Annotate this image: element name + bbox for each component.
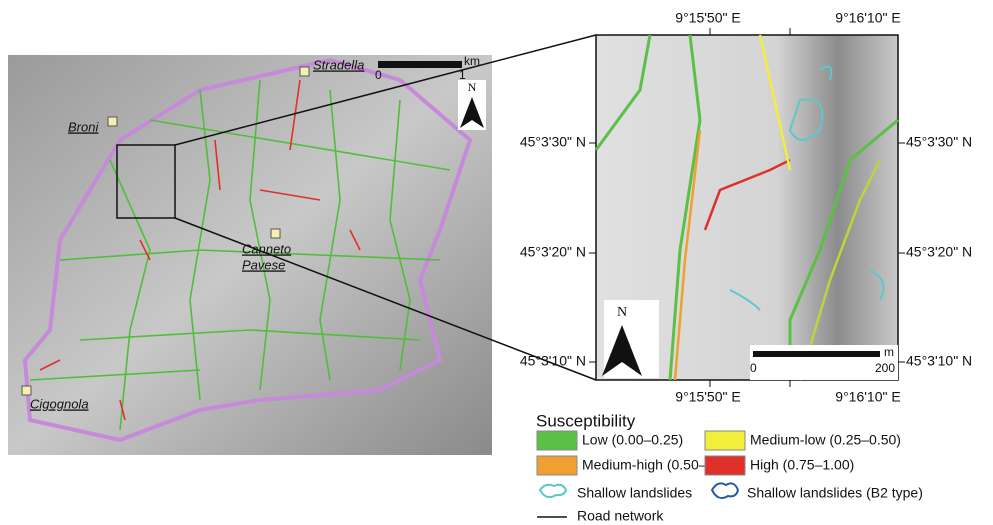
legend: Susceptibility Shallow landslides Shallo… xyxy=(536,411,923,523)
town-marker xyxy=(271,229,280,238)
legend-label: Road network xyxy=(577,508,664,524)
town-marker xyxy=(22,386,31,395)
place-label: Pavese xyxy=(242,257,285,272)
lat-label: 45°3'30" N xyxy=(520,134,586,150)
lon-label: 9°15'50" E xyxy=(675,10,740,26)
legend-swatch xyxy=(537,431,577,450)
legend-label: Shallow landslides (B2 type) xyxy=(747,485,923,501)
scale-label: 0 xyxy=(750,361,757,375)
landslide-symbol xyxy=(540,485,566,497)
lat-label: 45°3'20" N xyxy=(520,244,586,260)
legend-swatch xyxy=(537,456,577,475)
landslide-b2-symbol xyxy=(712,483,738,498)
town-marker xyxy=(300,67,309,76)
scale-label: m xyxy=(884,345,894,359)
legend-title: Susceptibility xyxy=(536,411,636,430)
north-label: N xyxy=(468,80,477,94)
lon-label: 9°16'10" E xyxy=(835,389,900,405)
place-label: Cigognola xyxy=(30,396,89,411)
place-label: Canneto xyxy=(242,241,291,256)
legend-label: High (0.75–1.00) xyxy=(750,457,854,473)
figure: Stradella Broni Canneto Pavese Cigognola… xyxy=(0,0,993,525)
legend-label: Shallow landslides xyxy=(577,485,692,501)
lat-label: 45°3'20" N xyxy=(906,244,972,260)
inset-map: 0 200 m N xyxy=(596,35,898,380)
scale-bar xyxy=(753,351,880,357)
legend-swatch xyxy=(705,456,745,475)
north-label: N xyxy=(617,305,627,320)
lat-label: 45°3'10" N xyxy=(906,353,972,369)
lat-label: 45°3'10" N xyxy=(520,353,586,369)
scale-bar xyxy=(378,61,462,68)
overview-map: Stradella Broni Canneto Pavese Cigognola… xyxy=(8,54,492,455)
place-label: Broni xyxy=(68,119,99,134)
town-marker xyxy=(108,117,117,126)
lon-label: 9°15'50" E xyxy=(675,389,740,405)
lat-label: 45°3'30" N xyxy=(906,134,972,150)
legend-swatch xyxy=(705,431,745,450)
lon-label: 9°16'10" E xyxy=(835,10,900,26)
scale-label: 200 xyxy=(875,361,895,375)
legend-label: Low (0.00–0.25) xyxy=(582,432,683,448)
place-label: Stradella xyxy=(313,57,364,72)
scale-label: 0 xyxy=(375,68,382,82)
legend-label: Medium-low (0.25–0.50) xyxy=(750,432,901,448)
